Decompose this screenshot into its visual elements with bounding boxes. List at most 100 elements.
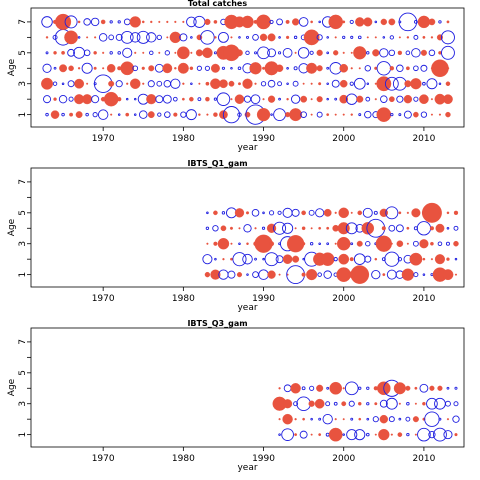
residual-negative-point bbox=[90, 17, 100, 27]
residual-negative-point bbox=[278, 51, 282, 55]
residual-positive-point bbox=[334, 242, 337, 245]
residual-negative-point bbox=[397, 257, 403, 262]
residual-negative-point bbox=[245, 50, 250, 56]
residual-negative-point bbox=[120, 31, 134, 44]
residual-positive-point bbox=[229, 226, 233, 230]
residual-positive-point bbox=[382, 273, 386, 277]
residual-negative-point bbox=[362, 207, 373, 218]
residual-negative-point bbox=[132, 65, 139, 72]
residual-negative-point bbox=[92, 112, 98, 118]
residual-positive-point bbox=[310, 433, 313, 436]
residual-positive-point bbox=[454, 433, 458, 437]
residual-positive-point bbox=[410, 78, 422, 90]
residual-negative-point bbox=[109, 20, 113, 24]
residual-positive-point bbox=[334, 211, 337, 214]
residual-positive-point bbox=[147, 111, 155, 119]
residual-positive-point bbox=[108, 80, 115, 87]
residual-positive-point bbox=[446, 418, 450, 421]
residual-positive-point bbox=[241, 15, 254, 29]
residual-negative-point bbox=[286, 66, 289, 70]
residual-negative-point bbox=[115, 80, 123, 88]
residual-negative-point bbox=[77, 36, 81, 39]
residual-positive-point bbox=[318, 226, 322, 230]
residual-positive-point bbox=[397, 50, 403, 55]
residual-positive-point bbox=[74, 78, 85, 89]
residual-negative-point bbox=[301, 386, 306, 391]
residual-positive-point bbox=[445, 81, 451, 86]
residual-negative-point bbox=[154, 63, 164, 73]
residual-positive-point bbox=[220, 225, 227, 232]
residual-negative-point bbox=[278, 97, 281, 101]
residual-negative-point bbox=[264, 252, 279, 267]
residual-negative-point bbox=[428, 49, 436, 57]
residual-positive-point bbox=[102, 51, 105, 54]
residual-positive-point bbox=[150, 20, 153, 24]
residual-positive-point bbox=[219, 79, 228, 89]
residual-positive-point bbox=[353, 46, 367, 60]
residual-positive-point bbox=[283, 399, 293, 409]
residual-positive-point bbox=[405, 66, 410, 71]
residual-positive-point bbox=[301, 226, 306, 231]
residual-negative-point bbox=[238, 242, 241, 246]
residual-positive-point bbox=[422, 257, 426, 261]
residual-positive-point bbox=[405, 385, 411, 391]
residual-positive-point bbox=[406, 226, 410, 230]
y-tick-label: 7 bbox=[18, 179, 28, 185]
residual-negative-point bbox=[262, 211, 265, 215]
residual-positive-point bbox=[437, 385, 443, 391]
residual-negative-point bbox=[395, 224, 404, 233]
residual-positive-point bbox=[310, 113, 313, 116]
residual-negative-point bbox=[67, 80, 75, 88]
residual-positive-point bbox=[390, 433, 393, 436]
residual-negative-point bbox=[413, 20, 418, 24]
residual-positive-point bbox=[242, 78, 253, 89]
residual-positive-point bbox=[190, 51, 193, 54]
residual-negative-point bbox=[267, 48, 277, 58]
residual-negative-point bbox=[268, 210, 275, 216]
residual-positive-point bbox=[443, 94, 453, 105]
residual-negative-point bbox=[388, 49, 396, 57]
residual-positive-point bbox=[169, 31, 182, 44]
residual-positive-point bbox=[134, 51, 137, 54]
y-tick-label: 5 bbox=[18, 370, 28, 376]
residual-positive-point bbox=[267, 270, 276, 279]
residual-negative-point bbox=[446, 226, 450, 230]
residual-positive-point bbox=[202, 47, 213, 59]
residual-negative-point bbox=[291, 208, 300, 217]
y-axis-label: Age bbox=[7, 218, 17, 236]
y-tick-label: 3 bbox=[18, 401, 28, 407]
residual-negative-point bbox=[350, 35, 354, 39]
residual-positive-point bbox=[446, 257, 450, 261]
residual-positive-point bbox=[398, 211, 402, 215]
residual-positive-point bbox=[64, 30, 78, 45]
residual-negative-point bbox=[438, 82, 442, 85]
residual-negative-point bbox=[204, 65, 210, 71]
residual-negative-point bbox=[267, 79, 276, 88]
residual-positive-point bbox=[130, 78, 141, 89]
residual-positive-point bbox=[213, 20, 218, 24]
residual-positive-point bbox=[411, 208, 421, 218]
residual-negative-point bbox=[155, 95, 164, 104]
residual-negative-point bbox=[243, 224, 252, 233]
residual-positive-point bbox=[414, 402, 417, 405]
residual-negative-point bbox=[398, 417, 402, 421]
residual-positive-point bbox=[372, 49, 380, 57]
residual-negative-point bbox=[125, 97, 129, 101]
residual-negative-point bbox=[396, 95, 404, 103]
residual-negative-point bbox=[325, 432, 330, 437]
residual-negative-point bbox=[146, 32, 157, 43]
x-tick-label: 1990 bbox=[252, 134, 275, 144]
residual-positive-point bbox=[454, 273, 457, 276]
residual-positive-point bbox=[358, 67, 361, 70]
residual-negative-point bbox=[67, 48, 75, 57]
residual-positive-point bbox=[230, 257, 233, 261]
residual-positive-point bbox=[141, 66, 145, 70]
x-tick-label: 2000 bbox=[332, 134, 355, 144]
residual-negative-point bbox=[293, 401, 299, 407]
residual-negative-point bbox=[206, 211, 209, 215]
residual-negative-point bbox=[282, 207, 293, 218]
residual-positive-point bbox=[338, 253, 350, 265]
residual-negative-point bbox=[254, 257, 257, 261]
plot-frame bbox=[30, 327, 465, 448]
residual-negative-point bbox=[454, 386, 458, 390]
